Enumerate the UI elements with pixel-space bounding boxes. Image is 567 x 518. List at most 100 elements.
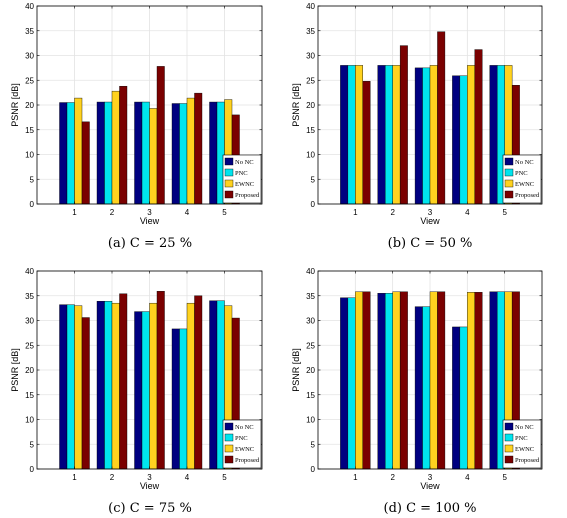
y-tick-label: 5 <box>30 175 35 184</box>
bar-ewnc <box>467 292 476 470</box>
legend-entry: EWNC <box>515 446 534 453</box>
legend-swatch <box>504 190 514 199</box>
bar-no-nc <box>59 102 68 205</box>
x-axis-label: View <box>420 216 440 226</box>
legend-entry: PNC <box>515 435 528 442</box>
legend-swatch <box>224 179 234 188</box>
y-tick-label: 30 <box>25 317 34 326</box>
y-tick-label: 5 <box>311 175 316 184</box>
bar-pnc <box>347 65 356 205</box>
bar-proposed <box>194 92 203 205</box>
y-tick-label: 5 <box>311 440 316 449</box>
bar-ewnc <box>111 90 120 205</box>
bar-no-nc <box>452 326 461 470</box>
bar-no-nc <box>377 65 386 205</box>
legend-swatch <box>504 157 514 166</box>
y-tick-label: 40 <box>25 2 34 11</box>
bar-no-nc <box>489 65 498 205</box>
legend: No NC PNC EWNC Proposed <box>502 154 542 204</box>
legend-swatch <box>224 433 234 442</box>
y-tick-label: 20 <box>25 366 34 375</box>
y-tick-label: 30 <box>306 317 315 326</box>
bar-no-nc <box>96 101 105 205</box>
x-tick-label: 5 <box>502 208 507 217</box>
legend-entry: Proposed <box>235 457 260 464</box>
bar-pnc <box>385 293 393 470</box>
x-tick-label: 1 <box>72 473 77 482</box>
bar-proposed <box>474 49 483 205</box>
x-tick-label: 4 <box>465 208 470 217</box>
y-tick-label: 40 <box>306 2 315 11</box>
bar-proposed <box>194 295 203 470</box>
x-tick-label: 3 <box>428 473 433 482</box>
x-tick-label: 2 <box>390 473 395 482</box>
legend-swatch <box>224 422 234 431</box>
bar-no-nc <box>414 306 423 470</box>
x-tick-label: 3 <box>428 208 433 217</box>
bar-pnc <box>66 304 75 470</box>
panel-caption: (b) C = 50 % <box>388 236 473 251</box>
legend-swatch <box>504 455 514 464</box>
legend-swatch <box>504 179 514 188</box>
legend-entry: No NC <box>235 159 254 166</box>
legend-entry: No NC <box>515 159 534 166</box>
legend: No NC PNC EWNC Proposed <box>222 154 262 204</box>
y-tick-label: 25 <box>306 341 315 350</box>
bar-pnc <box>104 300 113 470</box>
y-tick-label: 40 <box>306 267 315 276</box>
y-tick-label: 35 <box>306 292 315 301</box>
legend-swatch <box>504 422 514 431</box>
bar-pnc <box>459 326 468 470</box>
y-tick-label: 0 <box>311 465 316 474</box>
y-tick-label: 10 <box>306 151 315 160</box>
legend-swatch <box>504 444 514 453</box>
bar-proposed <box>474 292 483 470</box>
y-tick-label: 5 <box>30 440 35 449</box>
legend-entry: PNC <box>235 170 248 177</box>
bar-pnc <box>422 67 431 205</box>
y-tick-label: 10 <box>25 416 34 425</box>
x-tick-label: 1 <box>353 473 358 482</box>
bar-ewnc <box>392 65 401 205</box>
bar-pnc <box>141 311 150 470</box>
x-tick-label: 4 <box>185 208 190 217</box>
bar-no-nc <box>134 101 143 205</box>
y-tick-label: 0 <box>311 200 316 209</box>
bar-pnc <box>459 75 468 205</box>
bar-proposed <box>362 81 371 205</box>
legend-entry: No NC <box>515 424 534 431</box>
bar-proposed <box>399 291 408 470</box>
bar-pnc <box>179 103 188 205</box>
x-axis-label: View <box>140 216 160 226</box>
y-tick-label: 40 <box>25 267 34 276</box>
y-tick-label: 15 <box>25 391 34 400</box>
x-tick-label: 4 <box>185 473 190 482</box>
bar-no-nc <box>96 300 105 470</box>
bar-no-nc <box>171 103 180 205</box>
bar-no-nc <box>377 293 386 470</box>
y-axis-label: PSNR [dB] <box>10 348 20 392</box>
y-tick-label: 10 <box>306 416 315 425</box>
bar-ewnc <box>74 305 83 470</box>
y-tick-label: 0 <box>30 465 35 474</box>
x-tick-label: 4 <box>465 473 470 482</box>
y-tick-label: 25 <box>25 76 34 85</box>
x-tick-label: 1 <box>353 208 358 217</box>
y-tick-label: 15 <box>306 126 315 135</box>
bar-no-nc <box>452 75 461 205</box>
legend-swatch <box>504 433 514 442</box>
bar-ewnc <box>429 65 438 205</box>
y-tick-label: 35 <box>25 292 34 301</box>
legend-swatch <box>224 190 234 199</box>
bar-no-nc <box>134 311 143 470</box>
x-tick-label: 2 <box>390 208 395 217</box>
panel-caption: (c) C = 75 % <box>108 501 192 516</box>
x-tick-label: 1 <box>72 208 77 217</box>
y-tick-label: 30 <box>306 52 315 61</box>
bar-proposed <box>437 31 446 205</box>
x-tick-label: 5 <box>222 473 227 482</box>
bar-pnc <box>422 306 431 470</box>
legend-swatch <box>224 157 234 166</box>
legend-swatch <box>224 455 234 464</box>
